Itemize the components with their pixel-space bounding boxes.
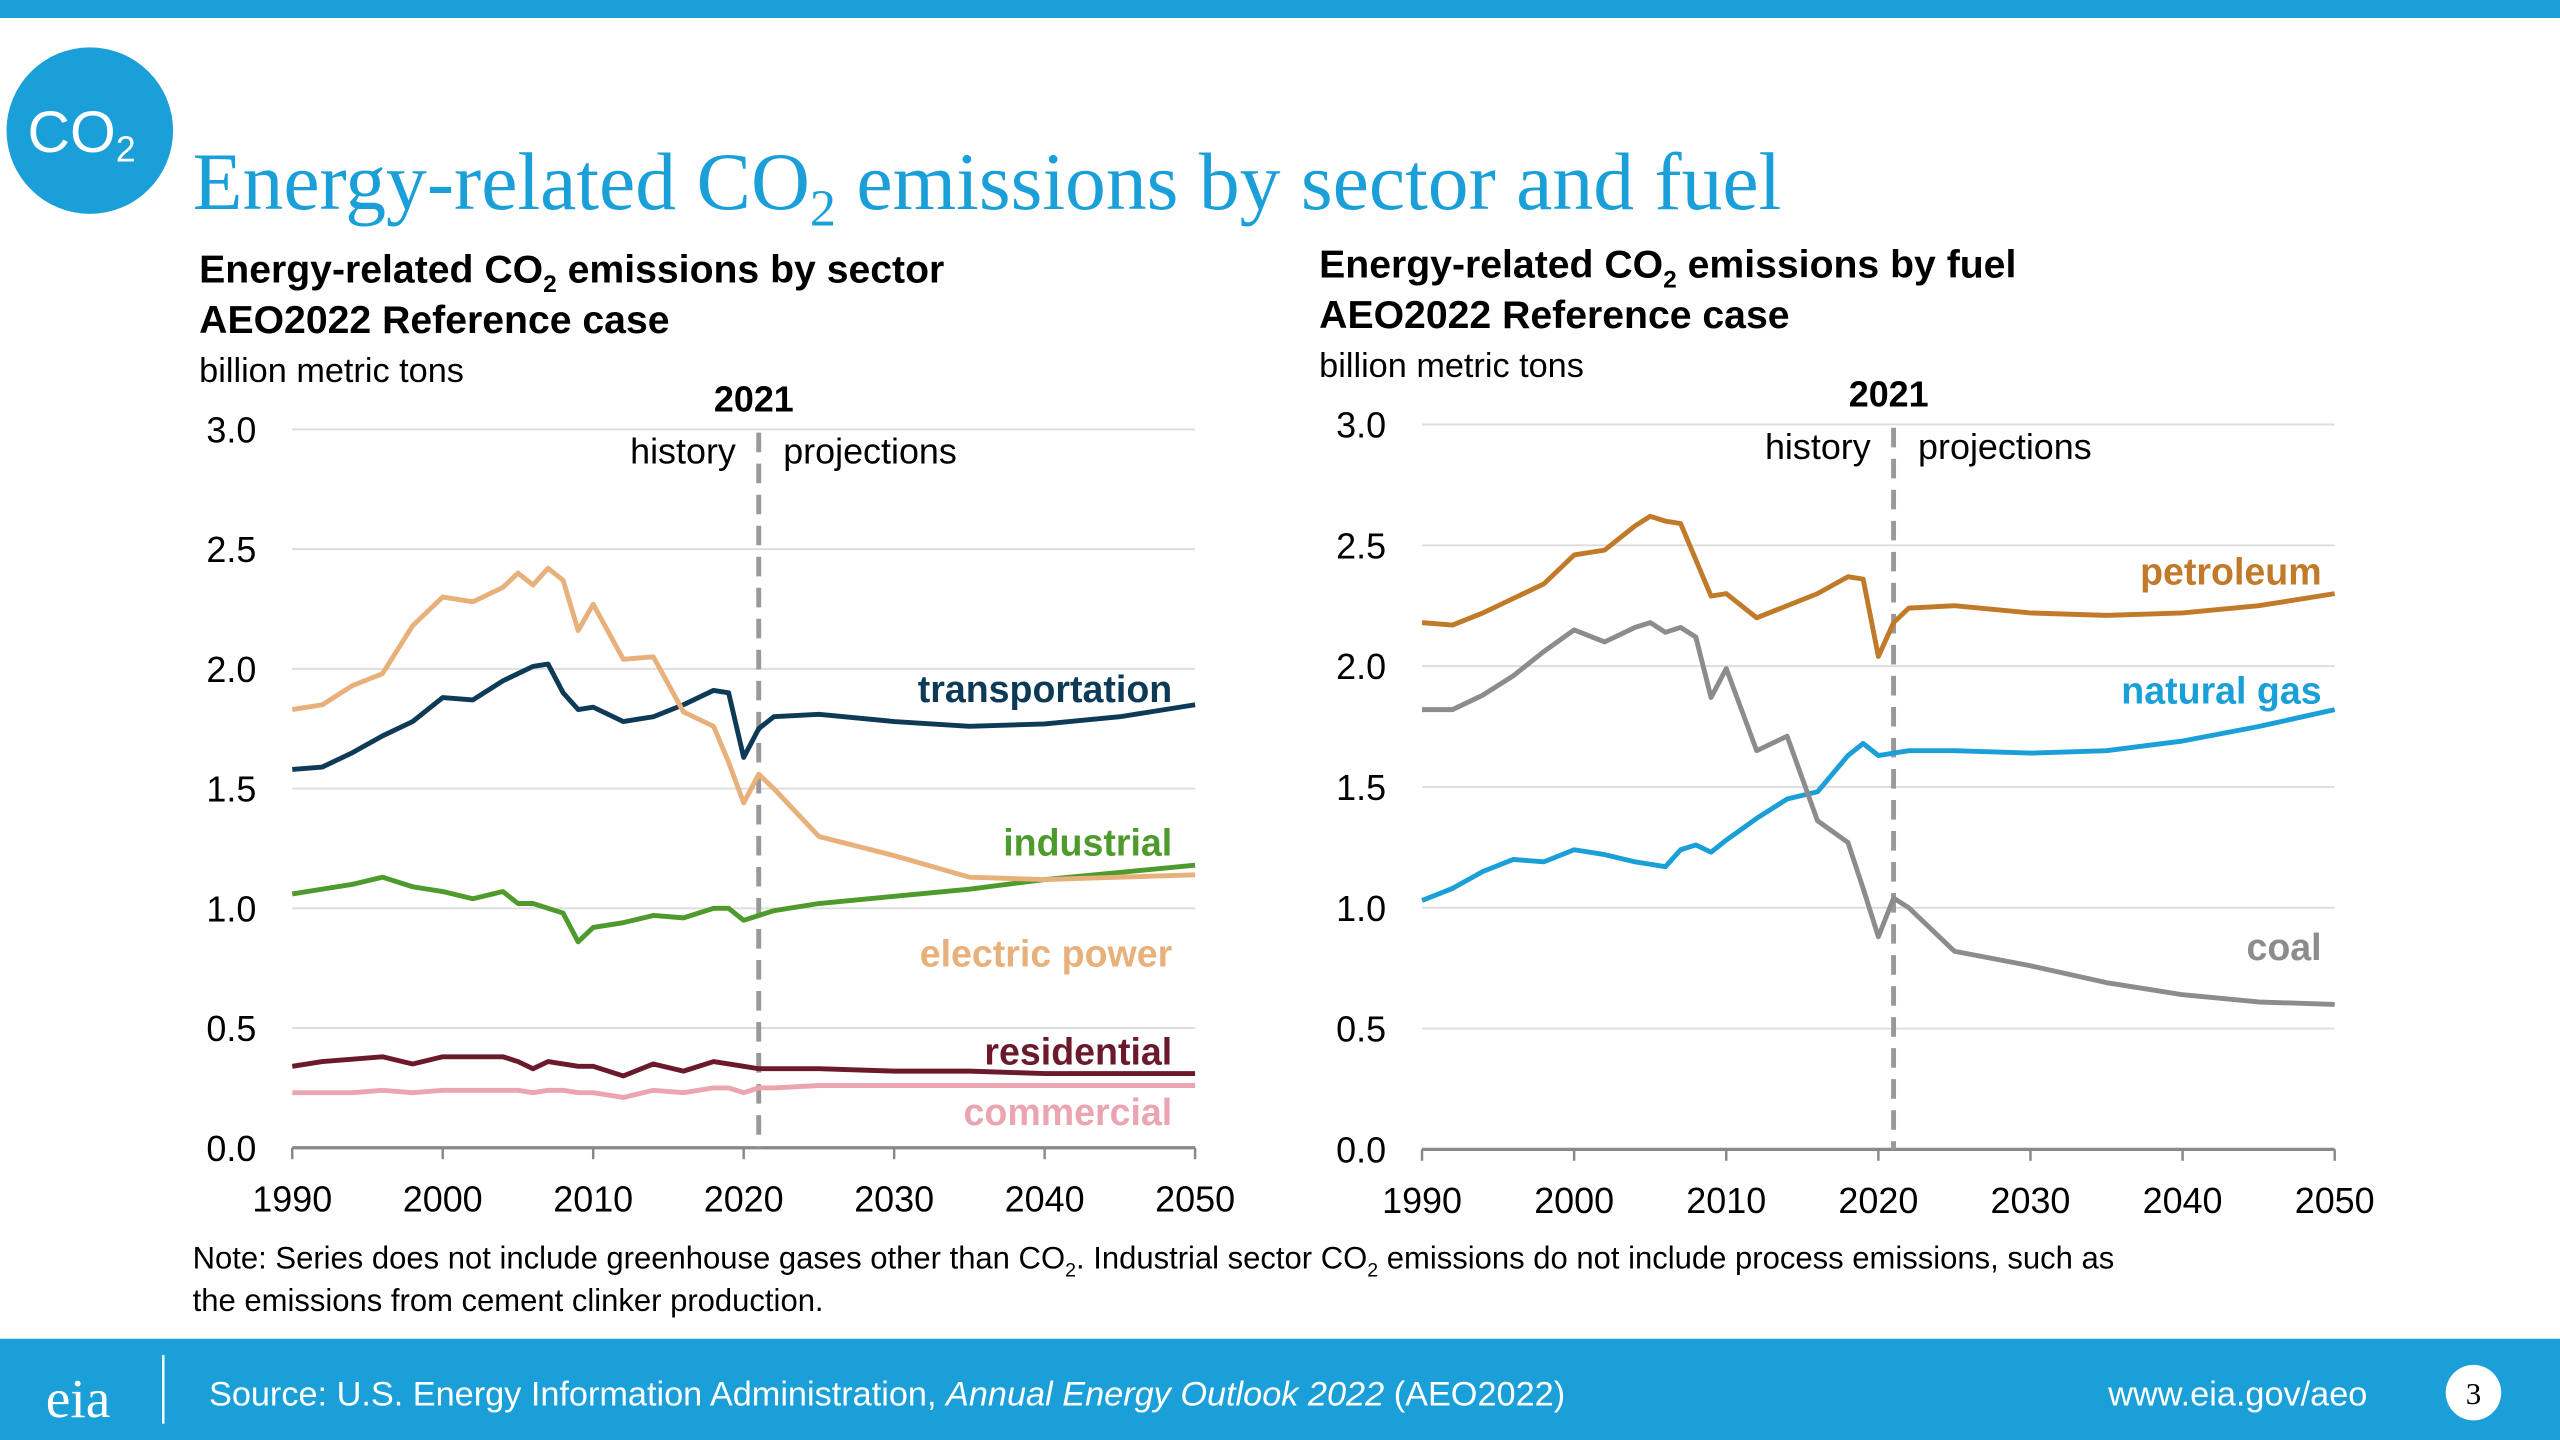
note: Note: Series does not include greenhouse… <box>193 1241 2115 1282</box>
series-label: petroleum <box>2140 550 2322 592</box>
x-tick-label: 2000 <box>1534 1180 1614 1221</box>
logo: eia <box>46 1369 111 1430</box>
x-tick-label: 1990 <box>1382 1180 1462 1221</box>
divider-right: projections <box>1918 426 2092 467</box>
x-tick-label: 2040 <box>2143 1180 2223 1221</box>
page-circle <box>2445 1364 2502 1421</box>
badge-text-main: CO <box>28 100 116 165</box>
chart-title-sub: 2 <box>543 271 557 298</box>
y-tick-label: 2.5 <box>1336 525 1386 566</box>
note-sub: 2 <box>1367 1260 1378 1282</box>
badge-text: CO2 <box>28 100 136 170</box>
series-line <box>291 1054 1196 1079</box>
series-label: commercial <box>964 1091 1173 1133</box>
chart-title-rest: emissions by sector <box>557 248 945 291</box>
divider-left: history <box>630 431 736 472</box>
y-tick-label: 0.5 <box>1336 1009 1386 1050</box>
chart-title: Energy-related CO2 emissions by fuel <box>1319 244 2016 294</box>
y-tick-label: 0.5 <box>206 1008 256 1049</box>
divider-year: 2021 <box>714 378 794 419</box>
chart-title-main: Energy-related CO <box>1319 244 1663 287</box>
x-tick-label: 2010 <box>553 1178 633 1219</box>
series-label: coal <box>2246 926 2321 968</box>
x-tick-label: 2040 <box>1005 1178 1085 1219</box>
source: Source: U.S. Energy Information Administ… <box>209 1376 1565 1414</box>
note-text: emissions do not include process emissio… <box>1378 1241 2114 1276</box>
y-tick-label: 1.0 <box>206 888 256 929</box>
series-label: residential <box>984 1030 1172 1072</box>
divider-year: 2021 <box>1849 374 1929 415</box>
source-italic: Annual Energy Outlook 2022 <box>944 1376 1384 1414</box>
series-label: industrial <box>1003 822 1172 864</box>
note-text: . Industrial sector CO <box>1076 1241 1367 1276</box>
y-axis-label: billion metric tons <box>1319 347 1584 385</box>
y-axis-label: billion metric tons <box>199 352 464 390</box>
chart-title: Energy-related CO2 emissions by sector <box>199 248 944 298</box>
chart-subtitle: AEO2022 Reference case <box>1319 294 1789 337</box>
page-number: 3 <box>2466 1376 2482 1411</box>
x-tick-label: 2050 <box>1155 1178 1235 1219</box>
y-tick-label: 1.5 <box>1336 767 1386 808</box>
chart-subtitle: AEO2022 Reference case <box>199 299 669 342</box>
chart-title-rest: emissions by fuel <box>1677 244 2017 287</box>
series-line <box>291 862 1196 945</box>
chart-title-sub: 2 <box>1663 266 1677 293</box>
series-label: electric power <box>920 933 1173 975</box>
series-line <box>292 1083 1196 1100</box>
x-tick-label: 2030 <box>854 1178 934 1219</box>
y-tick-label: 1.5 <box>206 769 256 810</box>
x-tick-label: 2010 <box>1686 1180 1766 1221</box>
series-line <box>1421 513 2336 659</box>
y-tick-label: 2.5 <box>206 529 256 570</box>
y-tick-label: 2.0 <box>1336 646 1386 687</box>
y-tick-label: 0.0 <box>206 1128 256 1169</box>
source-text: (AEO2022) <box>1384 1376 1565 1414</box>
url[interactable]: www.eia.gov/aeo <box>2107 1376 2367 1414</box>
series-label: transportation <box>918 668 1172 710</box>
y-tick-label: 3.0 <box>206 409 256 450</box>
title-rest: emissions by sector and fuel <box>836 136 1781 227</box>
divider-right: projections <box>783 431 957 472</box>
title-sub: 2 <box>810 179 836 237</box>
title-main: Energy-related CO <box>193 136 810 227</box>
series-label: natural gas <box>2121 670 2321 712</box>
series-line <box>291 565 1196 883</box>
x-tick-label: 2050 <box>2295 1180 2375 1221</box>
x-tick-label: 1990 <box>252 1178 332 1219</box>
y-tick-label: 1.0 <box>1336 888 1386 929</box>
note-sub: 2 <box>1065 1260 1076 1282</box>
badge <box>6 47 174 214</box>
divider-left: history <box>1765 426 1871 467</box>
series-line <box>292 661 1196 772</box>
note-text: Note: Series does not include greenhouse… <box>193 1241 1065 1276</box>
series-line <box>1422 620 2335 1007</box>
x-tick-label: 2000 <box>403 1178 483 1219</box>
note-text: the emissions from cement clinker produc… <box>193 1283 824 1318</box>
x-tick-label: 2020 <box>1838 1180 1918 1221</box>
badge-text-sub: 2 <box>116 129 136 170</box>
chart-title-main: Energy-related CO <box>199 248 543 291</box>
title: Energy-related CO2 emissions by sector a… <box>193 136 1782 237</box>
top-bar <box>0 0 2560 18</box>
footer-bar <box>0 1338 2560 1440</box>
y-tick-label: 3.0 <box>1336 405 1386 446</box>
series-line <box>1421 707 2336 903</box>
y-tick-label: 0.0 <box>1336 1129 1386 1170</box>
source-text: Source: U.S. Energy Information Administ… <box>209 1376 946 1414</box>
x-tick-label: 2020 <box>704 1178 784 1219</box>
x-tick-label: 2030 <box>1991 1180 2071 1221</box>
y-tick-label: 2.0 <box>206 649 256 690</box>
